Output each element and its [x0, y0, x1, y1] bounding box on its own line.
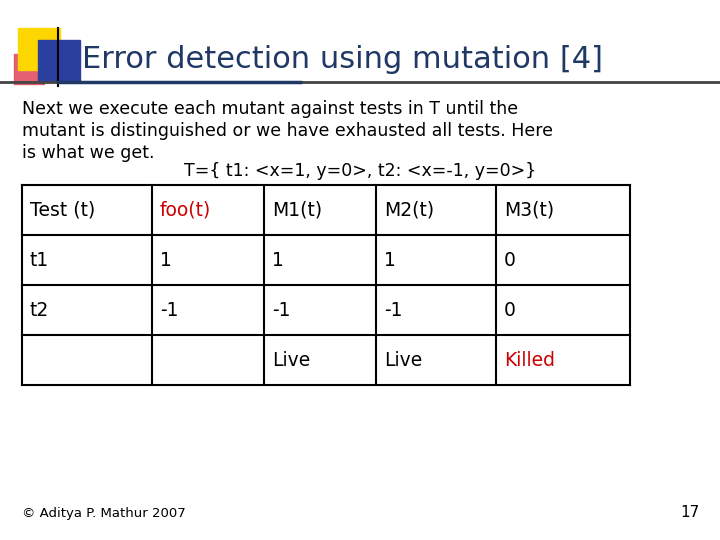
Text: M1(t): M1(t) — [272, 200, 322, 219]
Bar — [14, 54, 44, 84]
Text: M3(t): M3(t) — [504, 200, 554, 219]
Text: 0: 0 — [504, 300, 516, 320]
Text: -1: -1 — [384, 300, 402, 320]
Text: -1: -1 — [160, 300, 179, 320]
Text: -1: -1 — [272, 300, 290, 320]
Text: is what we get.: is what we get. — [22, 144, 155, 162]
Text: Error detection using mutation [4]: Error detection using mutation [4] — [82, 45, 603, 75]
Text: mutant is distinguished or we have exhausted all tests. Here: mutant is distinguished or we have exhau… — [22, 122, 553, 140]
Text: 0: 0 — [504, 251, 516, 269]
Text: M2(t): M2(t) — [384, 200, 434, 219]
Text: 1: 1 — [272, 251, 284, 269]
Text: Next we execute each mutant against tests in T until the: Next we execute each mutant against test… — [22, 100, 518, 118]
Text: Killed: Killed — [504, 350, 555, 369]
Text: t2: t2 — [30, 300, 49, 320]
Text: © Aditya P. Mathur 2007: © Aditya P. Mathur 2007 — [22, 507, 186, 520]
Text: T={ t1: <x=1, y=0>, t2: <x=-1, y=0>}: T={ t1: <x=1, y=0>, t2: <x=-1, y=0>} — [184, 162, 536, 180]
Bar — [18, 28, 60, 70]
Text: 17: 17 — [680, 505, 700, 520]
Text: Test (t): Test (t) — [30, 200, 95, 219]
Text: foo(t): foo(t) — [160, 200, 211, 219]
Text: 1: 1 — [160, 251, 172, 269]
Bar — [38, 40, 80, 82]
Text: t1: t1 — [30, 251, 49, 269]
Text: 1: 1 — [384, 251, 396, 269]
Text: Live: Live — [272, 350, 310, 369]
Text: Live: Live — [384, 350, 422, 369]
